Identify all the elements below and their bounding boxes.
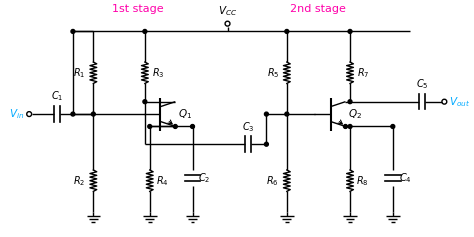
Text: $C_2$: $C_2$ bbox=[198, 171, 211, 185]
Text: $Q_1$: $Q_1$ bbox=[178, 107, 192, 121]
Circle shape bbox=[91, 112, 95, 116]
Text: $C_3$: $C_3$ bbox=[242, 120, 254, 133]
Text: $V_{CC}$: $V_{CC}$ bbox=[218, 4, 237, 18]
Text: 1st stage: 1st stage bbox=[112, 4, 164, 14]
Circle shape bbox=[348, 124, 352, 128]
Text: $V_{out}$: $V_{out}$ bbox=[449, 95, 470, 109]
Circle shape bbox=[285, 112, 289, 116]
Circle shape bbox=[143, 29, 147, 33]
Text: $R_7$: $R_7$ bbox=[357, 66, 369, 80]
Circle shape bbox=[391, 124, 395, 128]
Text: $R_5$: $R_5$ bbox=[266, 66, 279, 80]
Text: $C_4$: $C_4$ bbox=[399, 171, 411, 185]
Circle shape bbox=[71, 112, 75, 116]
Circle shape bbox=[191, 124, 194, 128]
Circle shape bbox=[264, 112, 268, 116]
Text: $Q_2$: $Q_2$ bbox=[348, 107, 363, 121]
Text: 2nd stage: 2nd stage bbox=[290, 4, 346, 14]
Text: $V_{in}$: $V_{in}$ bbox=[9, 107, 24, 121]
Circle shape bbox=[71, 29, 75, 33]
Circle shape bbox=[348, 100, 352, 104]
Circle shape bbox=[264, 142, 268, 146]
Circle shape bbox=[344, 124, 347, 128]
Text: $R_3$: $R_3$ bbox=[152, 66, 164, 80]
Circle shape bbox=[173, 124, 177, 128]
Circle shape bbox=[285, 29, 289, 33]
Text: $C_1$: $C_1$ bbox=[51, 90, 64, 103]
Text: $R_8$: $R_8$ bbox=[356, 174, 368, 187]
Text: $C_5$: $C_5$ bbox=[416, 77, 428, 91]
Circle shape bbox=[348, 29, 352, 33]
Text: $R_1$: $R_1$ bbox=[73, 66, 86, 80]
Text: $R_4$: $R_4$ bbox=[155, 174, 168, 187]
Text: $R_6$: $R_6$ bbox=[266, 174, 279, 187]
Text: $R_2$: $R_2$ bbox=[73, 174, 86, 187]
Circle shape bbox=[148, 124, 152, 128]
Circle shape bbox=[143, 100, 147, 104]
